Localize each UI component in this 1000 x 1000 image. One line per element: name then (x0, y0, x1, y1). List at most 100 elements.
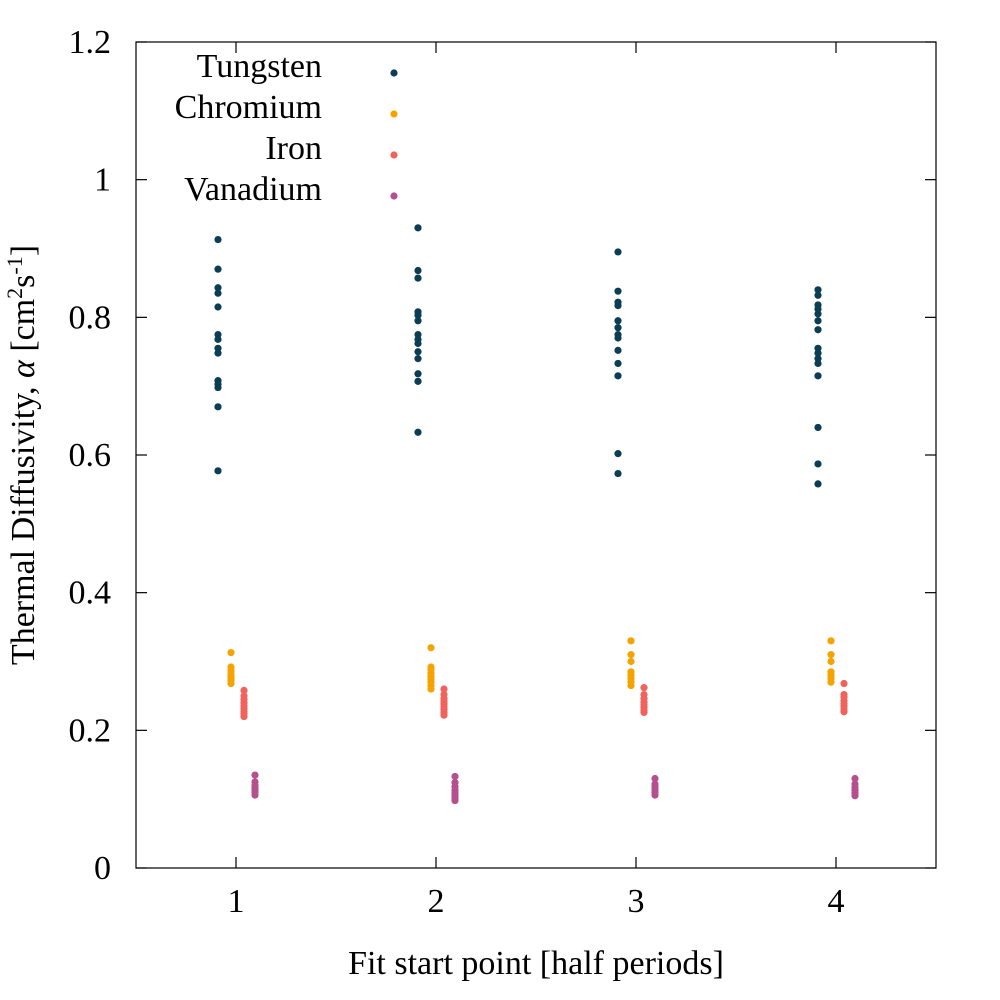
point-tungsten-x3-12 (614, 469, 622, 478)
point-chromium-x4-0 (827, 637, 835, 645)
point-iron-x1-0 (240, 686, 248, 695)
series-chromium (227, 637, 835, 693)
point-vanadium-x4-0 (851, 774, 859, 783)
y-tick-label: 0.6 (69, 437, 112, 474)
point-tungsten-x4-13 (814, 460, 822, 468)
point-chromium-x3-1 (627, 651, 635, 659)
point-tungsten-x1-8 (214, 349, 222, 357)
y-axis-title-unit-mid: s (5, 275, 42, 288)
point-vanadium-x1-6 (251, 791, 259, 799)
series-iron (240, 679, 848, 721)
point-vanadium-x2-7 (451, 796, 459, 805)
point-tungsten-x3-8 (614, 346, 622, 354)
point-tungsten-x3-4 (614, 317, 622, 325)
point-tungsten-x1-12 (214, 403, 222, 411)
legend: Tungsten Chromium Iron Vanadium (175, 48, 398, 208)
point-tungsten-x3-11 (614, 450, 622, 458)
point-iron-x3-7 (640, 708, 648, 717)
point-tungsten-x4-0 (814, 286, 822, 294)
point-vanadium-x2-0 (451, 772, 459, 781)
point-chromium-x4-2 (827, 657, 835, 666)
y-axis-title-sup2: -1 (2, 256, 27, 274)
point-tungsten-x2-13 (414, 428, 422, 436)
point-iron-x2-0 (440, 685, 448, 693)
plot-frame (135, 41, 937, 869)
y-tick-label: 1.2 (69, 24, 112, 61)
point-iron-x3-0 (640, 684, 648, 692)
y-axis-title-unit-close: ] (5, 245, 42, 256)
point-tungsten-x2-1 (414, 266, 422, 275)
point-tungsten-x1-1 (214, 265, 222, 273)
point-tungsten-x2-4 (414, 311, 422, 319)
legend-marker-chromium (390, 110, 398, 118)
point-tungsten-x1-13 (214, 467, 222, 475)
point-tungsten-x2-12 (414, 377, 422, 385)
legend-marker-iron (390, 151, 398, 159)
point-tungsten-x4-4 (814, 310, 822, 318)
point-vanadium-x4-5 (851, 792, 859, 800)
point-tungsten-x2-5 (414, 317, 422, 325)
point-tungsten-x4-12 (814, 423, 822, 432)
point-tungsten-x3-9 (614, 359, 622, 368)
point-tungsten-x1-11 (214, 383, 222, 392)
point-chromium-x4-6 (827, 678, 835, 686)
point-tungsten-x4-5 (814, 317, 822, 325)
point-chromium-x3-7 (627, 681, 635, 690)
y-tick-label: 1 (94, 162, 111, 199)
point-chromium-x4-1 (827, 651, 835, 659)
legend-label-iron: Iron (265, 130, 322, 167)
x-tick-label: 4 (828, 883, 845, 920)
point-vanadium-x3-0 (651, 774, 659, 783)
data-points (214, 224, 859, 805)
legend-marker-tungsten (390, 69, 398, 77)
point-tungsten-x4-1 (814, 291, 822, 299)
y-tick-label: 0.4 (69, 575, 112, 612)
y-tick-label: 0.2 (69, 712, 112, 749)
point-iron-x1-8 (240, 712, 248, 721)
point-tungsten-x1-4 (214, 303, 222, 311)
x-tick-label: 2 (428, 883, 445, 920)
point-tungsten-x4-8 (814, 349, 822, 357)
point-tungsten-x3-10 (614, 372, 622, 380)
y-axis-title-symbol: α (5, 359, 42, 378)
point-iron-x4-7 (840, 708, 848, 716)
point-iron-x4-0 (840, 679, 848, 688)
point-tungsten-x1-3 (214, 289, 222, 297)
y-tick-label: 0.8 (69, 299, 112, 336)
point-tungsten-x3-0 (614, 248, 622, 256)
point-tungsten-x4-10 (814, 359, 822, 368)
point-iron-x2-8 (440, 711, 448, 719)
point-tungsten-x2-10 (414, 355, 422, 363)
legend-label-vanadium: Vanadium (184, 171, 322, 208)
point-tungsten-x2-9 (414, 348, 422, 356)
point-tungsten-x2-11 (414, 370, 422, 378)
x-tick-label: 1 (228, 883, 245, 920)
point-tungsten-x4-6 (814, 326, 822, 334)
point-tungsten-x3-5 (614, 324, 622, 332)
legend-label-chromium: Chromium (175, 89, 322, 126)
point-chromium-x1-7 (227, 679, 235, 688)
point-chromium-x3-0 (627, 637, 635, 645)
series-tungsten (214, 224, 822, 488)
y-tick-label: 0 (94, 850, 111, 887)
point-tungsten-x3-3 (614, 302, 622, 310)
point-chromium-x2-0 (427, 644, 435, 652)
point-tungsten-x1-2 (214, 284, 222, 292)
point-chromium-x3-2 (627, 657, 635, 666)
point-tungsten-x3-7 (614, 334, 622, 342)
legend-label-tungsten: Tungsten (197, 48, 322, 85)
point-tungsten-x1-0 (214, 235, 222, 244)
point-tungsten-x2-0 (414, 224, 422, 232)
point-vanadium-x1-0 (251, 771, 259, 779)
legend-marker-vanadium (390, 192, 398, 200)
point-tungsten-x4-14 (814, 480, 822, 488)
y-axis-title-prefix: Thermal Diffusivity, (5, 378, 42, 665)
y-axis-title-unit-open: [cm (5, 299, 42, 360)
point-chromium-x2-8 (427, 685, 435, 693)
series-vanadium (251, 771, 859, 805)
point-tungsten-x2-2 (414, 274, 422, 282)
y-axis-title: Thermal Diffusivity, α [cm2s-1] (2, 245, 43, 665)
point-tungsten-x4-11 (814, 372, 822, 380)
point-tungsten-x2-8 (414, 339, 422, 348)
